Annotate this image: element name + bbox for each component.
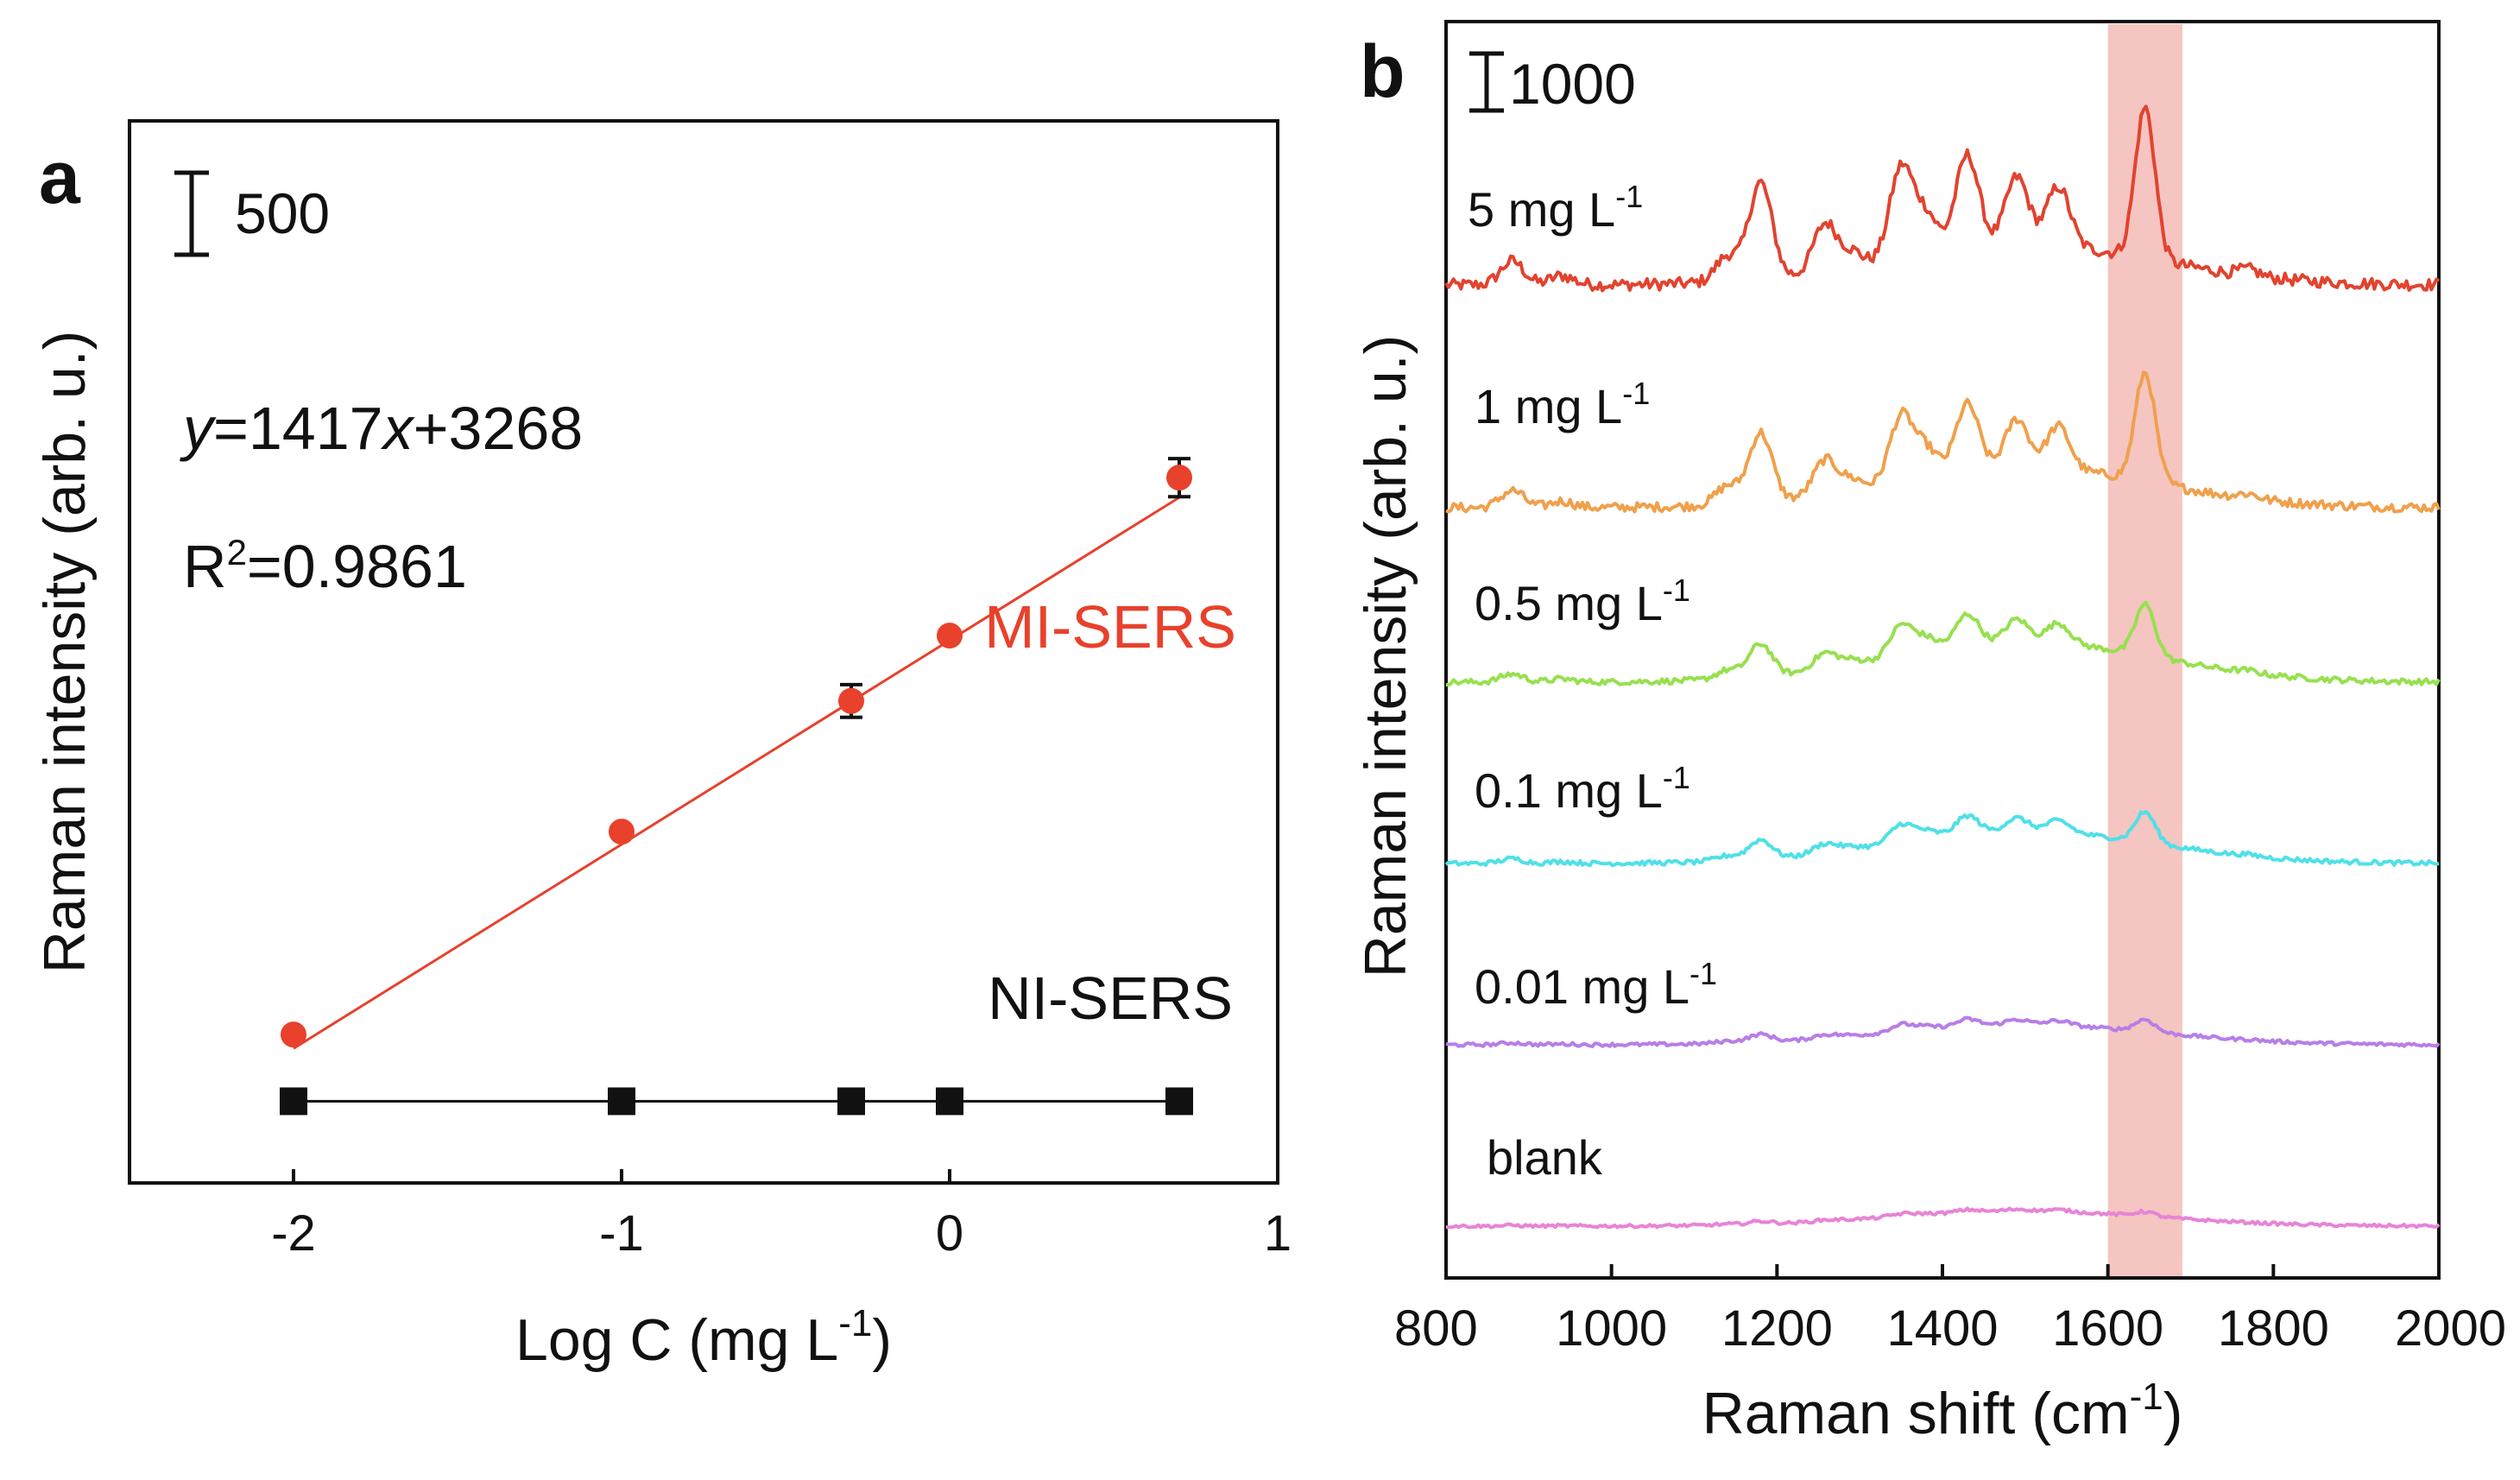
spectrum-label-0-01: 0.01 mg L-1 [1475, 956, 1717, 1014]
x-tick-label: -1 [599, 1205, 644, 1262]
spectrum-line [1444, 104, 2441, 293]
panel-a-letter: a [39, 136, 81, 219]
mi-sers-fit-line [293, 496, 1180, 1050]
mi-sers-point [838, 687, 864, 714]
x-tick-label: 1000 [1556, 1300, 1667, 1357]
x-tick-label: -2 [271, 1205, 316, 1262]
mi-sers-point [609, 819, 635, 845]
fit-equation: y=1417x+3268 [180, 395, 583, 462]
x-tick-label: 1 [1264, 1205, 1292, 1262]
panel-a-scale-bar [174, 170, 209, 257]
panel-b-y-axis-title: Raman intensity (arb. u.) [1353, 335, 1418, 978]
spectrum-line [1445, 1015, 2441, 1048]
panel-a-x-axis-title: Log C (mg L-1) [515, 1302, 892, 1373]
panel-a-plot-frame [128, 119, 1279, 1185]
panel-b-scale-bar [1469, 51, 1504, 113]
panel-b-scale-label: 1000 [1509, 52, 1636, 116]
panel-b-x-axis-title: Raman shift (cm-1) [1702, 1376, 2183, 1446]
ni-sers-point [1165, 1087, 1193, 1116]
spectrum-line [1445, 370, 2441, 514]
panel-a: a 500 y=1417x+3268 R2=0.9861 MI-SERS NI-… [32, 119, 1292, 1373]
x-tick-label: 1800 [2218, 1300, 2329, 1357]
spectrum-label-1: 1 mg L-1 [1475, 376, 1650, 433]
x-tick-label: 800 [1394, 1300, 1478, 1357]
fit-r-squared: R2=0.9861 [183, 532, 467, 600]
panel-b-spectra [1444, 104, 2441, 1230]
spectrum-line [1445, 600, 2441, 687]
spectrum-label-blank: blank [1487, 1130, 1603, 1185]
panel-a-data-marks [280, 457, 1193, 1116]
spectrum-label-5: 5 mg L-1 [1468, 179, 1643, 237]
x-tick-label: 0 [936, 1205, 963, 1262]
x-tick-label: 2000 [2395, 1300, 2506, 1357]
x-tick-label: 1600 [2052, 1300, 2163, 1357]
ni-sers-point [837, 1087, 865, 1116]
mi-sers-point [1166, 465, 1192, 491]
highlight-band [2107, 24, 2182, 1278]
panel-b-x-ticks: 800 1000 1200 1400 1600 1800 2000 [1394, 1264, 2506, 1357]
panel-a-x-ticks: -2 -1 0 1 [271, 1169, 1292, 1262]
panel-b-letter: b [1360, 30, 1405, 113]
mi-sers-label: MI-SERS [984, 593, 1236, 661]
x-tick-label: 1200 [1721, 1300, 1833, 1357]
spectrum-label-0-1: 0.1 mg L-1 [1475, 760, 1690, 818]
panel-a-y-axis-title: Raman intensity (arb. u.) [32, 331, 98, 974]
ni-sers-label: NI-SERS [988, 965, 1233, 1032]
panel-a-scale-label: 500 [235, 181, 330, 245]
panel-b: b 1000 5 mg L-1 1 mg L-1 0.5 mg L-1 0.1 … [1353, 20, 2506, 1446]
ni-sers-point [936, 1087, 963, 1116]
ni-sers-point [608, 1087, 635, 1116]
spectrum-label-0-5: 0.5 mg L-1 [1475, 572, 1690, 630]
spectrum-line [1444, 810, 2440, 868]
mi-sers-point [937, 623, 963, 649]
mi-sers-point [281, 1021, 306, 1048]
spectrum-line [1445, 1206, 2441, 1230]
x-tick-label: 1400 [1886, 1300, 1998, 1357]
ni-sers-point [280, 1087, 307, 1116]
